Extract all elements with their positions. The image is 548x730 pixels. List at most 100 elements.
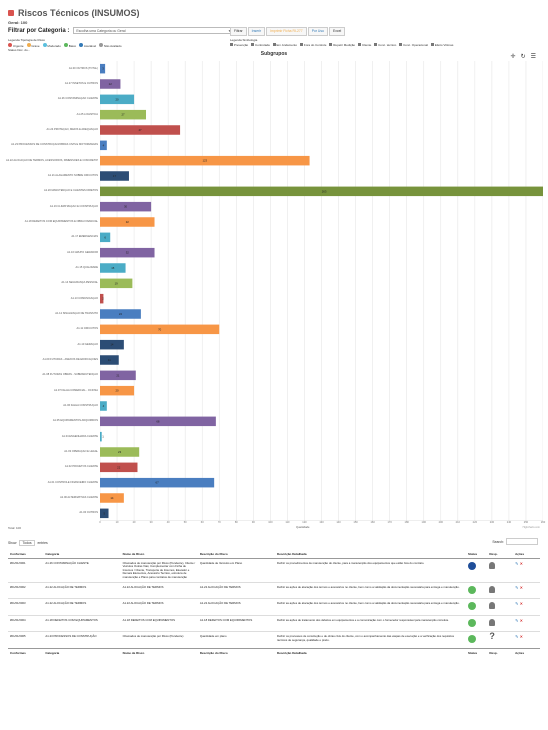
table-row[interactable]: #01/01/0003 A1.22 ALOCAÇÃO DE TERMOS A1.22… xyxy=(8,598,540,616)
bar[interactable] xyxy=(100,79,121,89)
app-logo xyxy=(8,10,14,16)
column-header[interactable]: Descrição Detalhada xyxy=(275,549,466,559)
risk-legend-label: Grave xyxy=(30,44,40,48)
bar[interactable] xyxy=(100,125,181,135)
edit-icon[interactable]: ✎ xyxy=(515,561,520,566)
bar[interactable] xyxy=(100,278,133,289)
bar[interactable] xyxy=(100,493,124,503)
menu-icon[interactable]: ☰ xyxy=(530,54,536,60)
symbol-legend-label: Prevenção xyxy=(233,43,249,47)
bar[interactable] xyxy=(100,508,109,519)
bar[interactable] xyxy=(100,477,215,488)
delete-icon[interactable]: ✕ xyxy=(519,561,523,566)
bar[interactable] xyxy=(100,217,155,227)
column-header[interactable]: Status xyxy=(465,549,488,559)
bar[interactable] xyxy=(100,309,141,319)
insert-button[interactable]: Inserir xyxy=(247,27,266,36)
risk-legend-label: Baixo xyxy=(67,44,77,48)
filter-row: Filtrar por Categoria : Escolha uma Cate… xyxy=(8,27,234,34)
column-header[interactable]: Resp. xyxy=(487,549,514,559)
bar[interactable] xyxy=(100,247,155,258)
row-status xyxy=(465,598,488,616)
by-user-button[interactable]: Por Usu xyxy=(307,27,328,36)
chart-credits[interactable]: Highcharts.com xyxy=(522,526,540,529)
row-id: #01/01/0004 xyxy=(8,614,44,632)
bar[interactable] xyxy=(100,324,220,335)
edit-icon[interactable]: ✎ xyxy=(515,601,520,607)
bar[interactable] xyxy=(100,94,135,105)
symbol-legend-label: Conc. técnico xyxy=(377,43,397,47)
bar[interactable] xyxy=(100,140,107,151)
edit-icon[interactable]: ✎ xyxy=(515,634,520,640)
refresh-icon[interactable]: ↻ xyxy=(520,54,526,60)
page-header: Riscos Técnicos (INSUMOS) xyxy=(8,8,140,18)
table-footer-row: Conformes Categoria Nome de Risco Descrição… xyxy=(8,647,540,658)
table-row[interactable]: #01/01/0005 A1.23 PROCESSOS DE CONSTRUÇÃO… xyxy=(8,631,540,649)
filter-button[interactable]: Filtrar xyxy=(230,27,247,36)
bar[interactable] xyxy=(100,63,106,74)
excel-button[interactable]: Excel xyxy=(328,27,346,36)
risk-legend-items: Urgente Grave Moderado Baixo Aceitável N… xyxy=(8,43,122,48)
symbol-icon xyxy=(358,43,362,46)
delete-icon[interactable]: ✕ xyxy=(519,585,523,591)
edit-icon[interactable]: ✎ xyxy=(515,617,520,623)
column-header[interactable]: Categoria xyxy=(43,549,121,559)
bar[interactable] xyxy=(100,401,107,411)
column-header[interactable]: Ações xyxy=(513,549,540,559)
person-icon xyxy=(489,562,496,569)
column-header[interactable]: Descrição do Risco xyxy=(197,549,276,559)
column-header[interactable]: Conformes xyxy=(8,549,44,559)
bar[interactable] xyxy=(100,232,111,243)
symbol-icon xyxy=(300,43,304,46)
bar[interactable] xyxy=(100,263,126,273)
table-row[interactable]: #01/01/0002 A1.22 ALOCAÇÃO DE TERMOS A1.22… xyxy=(8,582,540,599)
column-footer: Nome de Risco xyxy=(120,647,198,658)
search-input[interactable] xyxy=(506,538,538,545)
plus-icon[interactable]: ✛ xyxy=(510,54,516,60)
y-tick-label: A1.19 CLIMATIZAÇÃO E CONSTRUÇÃO xyxy=(49,204,98,208)
x-tick-label: 110 xyxy=(285,521,290,524)
bar[interactable] xyxy=(100,462,138,473)
column-footer: Status xyxy=(465,647,488,658)
table-row[interactable]: #01/01/0004 A1.18 DEFEITOS COM EQUIPAMENT… xyxy=(8,614,540,632)
bar[interactable] xyxy=(100,355,119,365)
symbol-legend-item: Fora do Controle xyxy=(300,43,326,47)
symbol-legend-item: Repetir Medição xyxy=(329,43,355,47)
print-sheet-button[interactable]: Imprimir Ficha RI-277 xyxy=(266,27,307,36)
x-tick-label: 220 xyxy=(472,521,478,524)
symbol-legend-label: Controlada xyxy=(254,43,270,47)
symbol-legend-item: Efeito Vítimas xyxy=(430,43,453,47)
row-detailed-description: Definir as ações de alocação dos termos … xyxy=(275,598,466,616)
bar[interactable] xyxy=(100,109,147,120)
column-header[interactable]: Nome de Risco xyxy=(120,549,198,559)
delete-icon[interactable]: ✕ xyxy=(519,601,523,607)
risk-legend-label: Aceitável xyxy=(83,44,97,48)
bar[interactable] xyxy=(100,385,135,396)
x-tick-label: 70 xyxy=(217,521,221,524)
table-search: Search: xyxy=(492,538,538,545)
bar[interactable] xyxy=(100,431,102,442)
category-select[interactable]: Escolha uma Categoria ou Geral ▾ xyxy=(73,27,234,34)
bar[interactable] xyxy=(100,416,216,427)
bar[interactable] xyxy=(100,155,310,166)
bar[interactable] xyxy=(100,447,140,457)
bar[interactable] xyxy=(100,186,543,197)
status-dot-icon xyxy=(63,43,68,47)
bar[interactable] xyxy=(100,171,129,181)
table-row[interactable]: #01/01/0001 A1.26 CONTAMINAÇÃO CLIENTE Cha… xyxy=(8,557,540,583)
bar[interactable] xyxy=(100,293,104,304)
row-risk-description: A1.18 DEFEITOS COM EQUIPAMENTOS xyxy=(197,614,276,632)
row-risk-name: A1.18 DEFEITOS COM EQUIPAMENTOS xyxy=(120,614,198,632)
symbol-legend-label: Em Andamento xyxy=(275,43,298,47)
bar[interactable] xyxy=(100,370,136,381)
x-tick-label: 90 xyxy=(251,521,255,524)
entries-select[interactable]: Todos xyxy=(19,540,35,546)
delete-icon[interactable]: ✕ xyxy=(519,617,523,623)
bar[interactable] xyxy=(100,339,124,350)
bar[interactable] xyxy=(100,201,152,212)
x-tick-label: 260 xyxy=(540,521,546,524)
delete-icon[interactable]: ✕ xyxy=(519,634,523,640)
edit-icon[interactable]: ✎ xyxy=(515,585,520,591)
symbol-legend-label: Fora do Controle xyxy=(303,43,327,47)
row-id: #01/01/0005 xyxy=(8,631,44,649)
